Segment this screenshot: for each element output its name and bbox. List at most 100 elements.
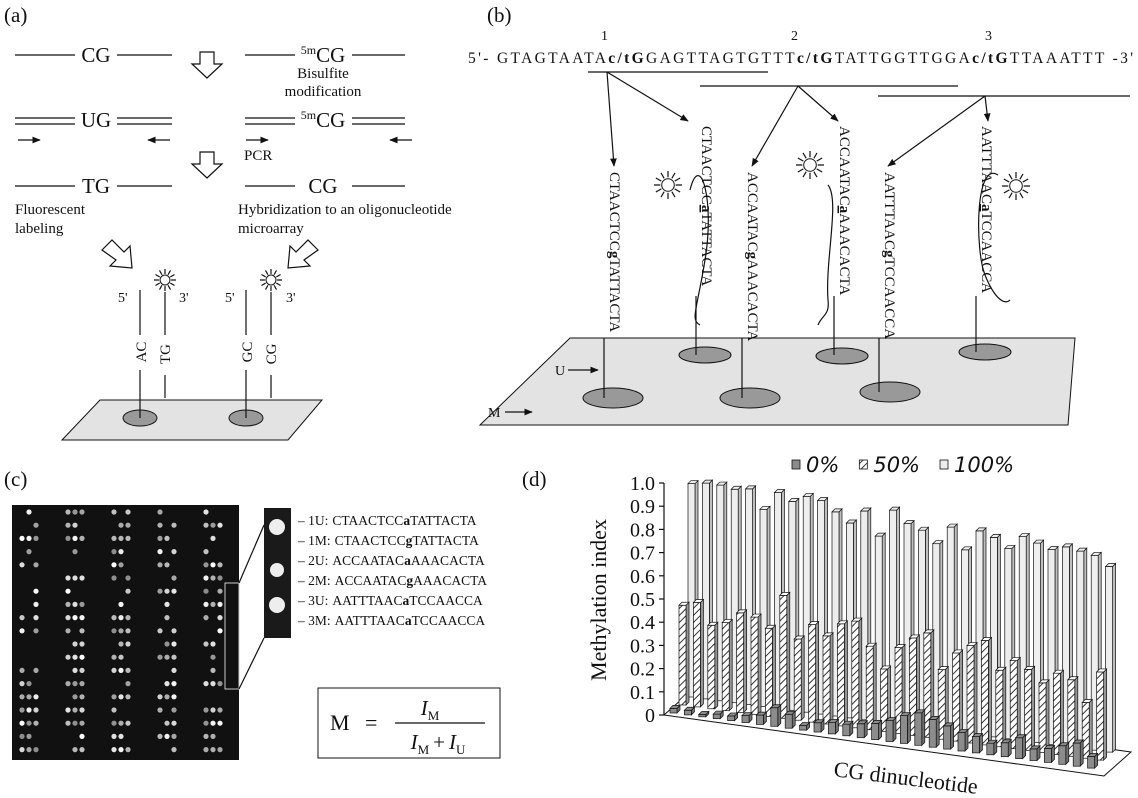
bar-side (758, 614, 761, 714)
bar-front (1016, 738, 1023, 759)
array-spot (118, 655, 123, 660)
step-text: microarray (238, 221, 304, 237)
array-spot (125, 509, 130, 514)
array-spot (19, 734, 24, 739)
subscript: M (418, 742, 430, 757)
array-spot (125, 641, 130, 646)
array-spot (217, 615, 222, 620)
probe-part: TCCAACCA (412, 613, 486, 628)
array-spot (203, 707, 208, 712)
array-spot (79, 707, 84, 712)
probe-part: TCCAACCA (978, 211, 994, 293)
bar-front (872, 723, 879, 739)
array-spot (118, 628, 123, 633)
array-spot (210, 536, 215, 541)
array-spot (164, 615, 169, 620)
probe-part: ACCAATAC (335, 573, 407, 588)
strand-text: CG (81, 43, 110, 67)
array-spot (72, 523, 77, 528)
probe-entry: – 3U:AATTTAACaTCCAACCA (297, 593, 483, 608)
bar (852, 618, 862, 728)
bar (713, 711, 723, 719)
bar-side (936, 716, 939, 747)
bar-front (708, 625, 715, 709)
array-spot (118, 747, 123, 752)
probe-part: CTAACTCC (698, 126, 714, 205)
bar (996, 667, 1006, 747)
fluorescent-label (154, 269, 176, 291)
array-spot (19, 615, 24, 620)
bar-front (1053, 673, 1060, 754)
bar-front (1088, 757, 1095, 769)
step-text: PCR (244, 148, 272, 164)
bar-front (1039, 683, 1046, 753)
star-core (266, 275, 276, 285)
bar (837, 621, 847, 726)
array-spot (203, 575, 208, 580)
probe-part: TATTACTA (412, 533, 479, 548)
array-spot (217, 602, 222, 607)
array-spot (157, 589, 162, 594)
legend-label: 0% (806, 453, 839, 477)
bar (1044, 745, 1054, 762)
array-spot (26, 694, 31, 699)
star-core (804, 159, 817, 172)
bar (1073, 740, 1083, 766)
bar-front (987, 743, 994, 755)
array-spot (79, 694, 84, 699)
bar-front (1010, 661, 1017, 749)
array-spot (171, 668, 176, 673)
array-spot (125, 721, 130, 726)
bar-side (1032, 666, 1035, 750)
array-spot (203, 721, 208, 726)
bar-front (800, 725, 807, 730)
bar-front (837, 624, 844, 726)
probe-id: – 1M: (297, 533, 331, 548)
bar (728, 713, 738, 721)
bar (1106, 564, 1116, 753)
array-spot (118, 641, 123, 646)
array-spot (217, 707, 222, 712)
bar-front (981, 641, 988, 745)
array-spot (72, 549, 77, 554)
marker-label: M (488, 406, 501, 421)
array-spot (210, 668, 215, 673)
bar-front (843, 724, 850, 736)
step-text: Fluorescent (15, 202, 86, 218)
array-spot (65, 589, 70, 594)
bar (857, 721, 867, 738)
array-spot (79, 628, 84, 633)
fluorescent-label (796, 151, 824, 179)
array-spot (118, 721, 123, 726)
array-spot (217, 721, 222, 726)
array-spot (217, 523, 222, 528)
array-spot (125, 615, 130, 620)
array-spot (79, 734, 84, 739)
array-spot (111, 655, 116, 660)
bar-front (765, 628, 772, 716)
probe-seq: AATTTAACaTCCAACCA (978, 126, 994, 293)
array-spot (19, 562, 24, 567)
legend-swatch (859, 460, 867, 469)
bar-front (722, 623, 729, 711)
bar-front (713, 714, 720, 719)
array-spot (111, 628, 116, 633)
operator: + (433, 730, 445, 754)
array-spot (157, 523, 162, 528)
array-spot (210, 734, 215, 739)
array-spot (26, 509, 31, 514)
array-spot (72, 641, 77, 646)
strand-text: UG (81, 108, 111, 132)
array-spot (164, 721, 169, 726)
fluorescent-label (654, 171, 682, 199)
array-spot (210, 747, 215, 752)
array-spot (210, 523, 215, 528)
strand-text: 5mCG (301, 43, 346, 67)
array-spot (72, 575, 77, 580)
bar-front (684, 710, 691, 715)
probe-id: – 1U: (297, 513, 328, 528)
strand-text: TG (82, 174, 110, 198)
panel-label: (b) (487, 3, 512, 27)
bar (1016, 735, 1026, 759)
bar (1097, 669, 1107, 760)
